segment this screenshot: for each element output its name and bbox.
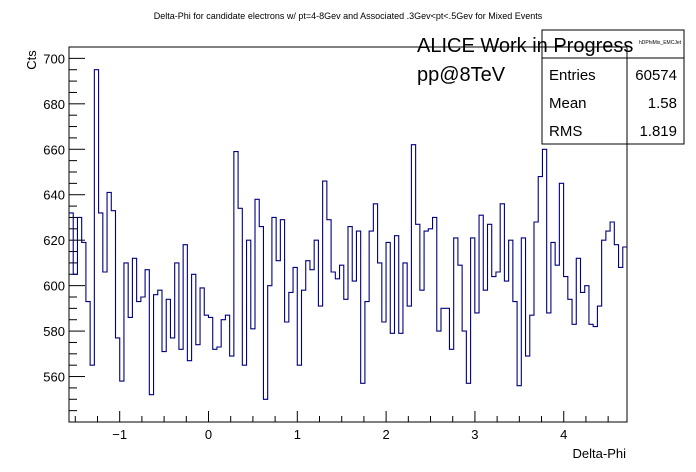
chart-title: Delta-Phi for candidate electrons w/ pt=… [154, 11, 543, 21]
y-tick-label-0: 560 [43, 370, 65, 385]
annotation-text: ALICE Work in Progress pp@8TeV [417, 35, 633, 86]
stats-rms-value: 1.819 [639, 123, 677, 140]
annotation-line-1: ALICE Work in Progress [417, 35, 633, 57]
x-tick-label-3: 2 [382, 427, 389, 442]
y-axis-ticks: 560 580 600 620 640 660 680 700 [43, 51, 85, 385]
y-axis-title: Cts [24, 50, 39, 70]
x-axis-title: Delta-Phi [573, 446, 627, 461]
stats-mean-value: 1.58 [648, 95, 677, 112]
plot-area [68, 46, 628, 423]
x-tick-label-5: 4 [560, 427, 567, 442]
annotation-line-2: pp@8TeV [417, 64, 506, 86]
y-tick-label-2: 600 [43, 279, 65, 294]
stats-box: hDPhiMix_EMCJet Entries 60574 Mean 1.58 … [541, 29, 685, 145]
x-axis-ticks: −1 0 1 2 3 4 [112, 411, 567, 442]
x-tick-label-0: −1 [112, 427, 127, 442]
stats-mean-label: Mean [549, 95, 587, 112]
x-minor-ticks [74, 416, 609, 422]
y-tick-label-7: 700 [43, 51, 65, 66]
y-minor-ticks [69, 46, 77, 412]
y-tick-label-5: 660 [43, 142, 65, 157]
stats-entries-label: Entries [549, 67, 596, 84]
plot-frame [68, 46, 628, 423]
y-tick-label-3: 620 [43, 233, 65, 248]
y-tick-label-4: 640 [43, 188, 65, 203]
stats-box-frame [541, 29, 685, 145]
histogram-series-line [69, 69, 627, 400]
y-tick-label-6: 680 [43, 97, 65, 112]
x-tick-label-1: 0 [205, 427, 212, 442]
x-tick-label-2: 1 [294, 427, 301, 442]
stats-entries-value: 60574 [635, 67, 677, 84]
stats-rms-label: RMS [549, 123, 582, 140]
stats-histogram-name: hDPhiMix_EMCJet [639, 40, 682, 46]
x-tick-label-4: 3 [471, 427, 478, 442]
y-tick-label-1: 580 [43, 324, 65, 339]
